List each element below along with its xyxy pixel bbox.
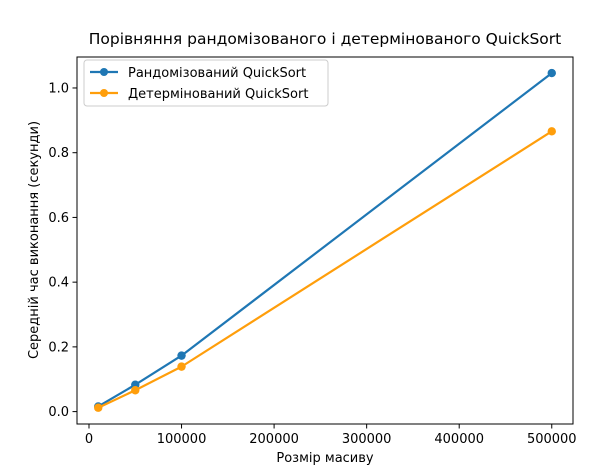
legend-entry-randomized: Рандомізований QuickSort xyxy=(90,66,306,81)
series-line-1 xyxy=(97,130,553,409)
series-point-1 xyxy=(94,403,103,412)
x-axis-ticks: 0 100000 200000 300000 400000 500000 xyxy=(85,424,577,447)
legend-label-randomized: Рандомізований QuickSort xyxy=(128,66,306,81)
axes-frame xyxy=(76,56,574,425)
y-tick-label: 0.2 xyxy=(48,340,69,355)
y-axis-ticks: 0.0 0.2 0.4 0.6 0.8 1.0 xyxy=(48,81,77,420)
legend-entry-deterministic: Детермінований QuickSort xyxy=(90,87,308,102)
legend-box xyxy=(83,59,329,107)
series-point-0 xyxy=(547,68,556,78)
chart-title: Порівняння рандомізованого і детермінова… xyxy=(89,30,562,48)
legend-marker-deterministic xyxy=(100,89,108,97)
series-layer xyxy=(94,68,556,412)
series-point-1 xyxy=(547,127,556,136)
legend: Рандомізований QuickSort Детермінований … xyxy=(83,59,329,107)
x-tick-label: 300000 xyxy=(342,432,392,447)
x-tick-label: 500000 xyxy=(527,432,577,447)
x-tick-label: 0 xyxy=(85,432,93,447)
y-axis-label: Середній час виконання (секунди) xyxy=(27,121,42,359)
legend-marker-randomized xyxy=(100,68,108,76)
series-point-1 xyxy=(131,386,140,395)
legend-label-deterministic: Детермінований QuickSort xyxy=(128,87,308,102)
x-axis-label: Розмір масиву xyxy=(276,451,374,466)
y-tick-label: 0.0 xyxy=(48,405,69,420)
x-tick-label: 400000 xyxy=(434,432,484,447)
series-line-0 xyxy=(97,71,553,408)
x-tick-label: 100000 xyxy=(157,432,207,447)
series-point-1 xyxy=(177,362,186,371)
y-tick-label: 0.6 xyxy=(48,211,69,226)
y-tick-label: 0.4 xyxy=(48,276,69,291)
series-point-0 xyxy=(177,351,186,360)
plot-area xyxy=(76,56,574,425)
y-tick-label: 1.0 xyxy=(48,81,69,96)
x-tick-label: 200000 xyxy=(249,432,299,447)
y-tick-label: 0.8 xyxy=(48,146,69,161)
